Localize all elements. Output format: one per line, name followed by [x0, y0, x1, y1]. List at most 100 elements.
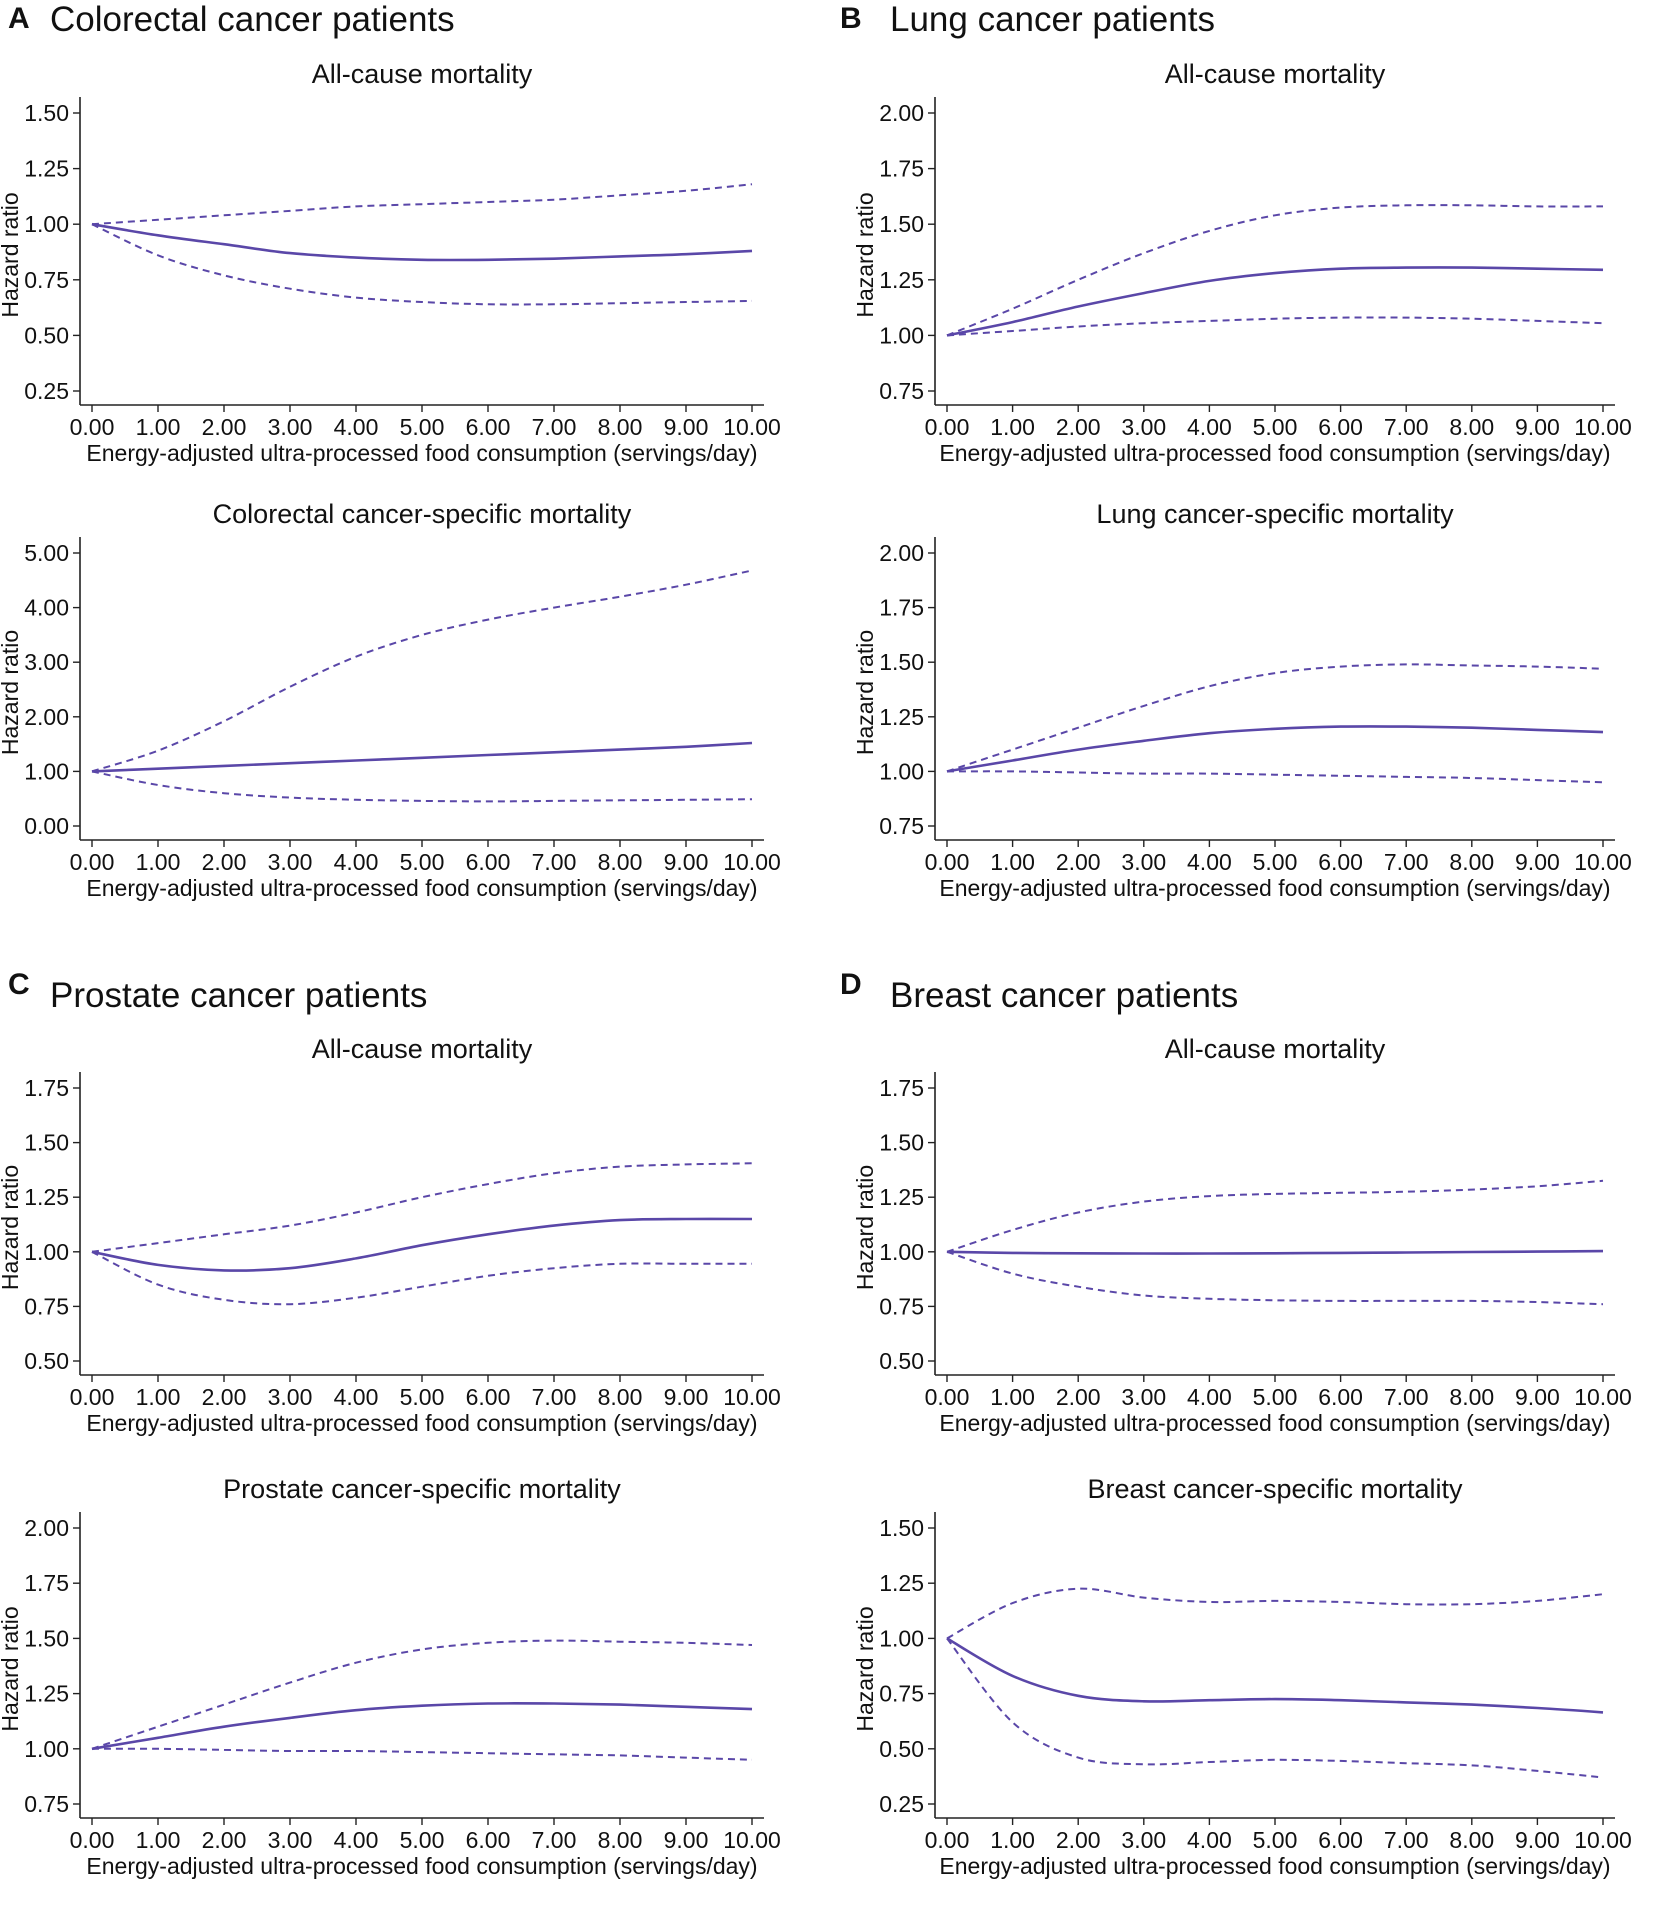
y-tick-label-d2: 1.00: [879, 1625, 924, 1651]
x-axis-title-b1: Energy-adjusted ultra-processed food con…: [939, 440, 1610, 466]
upper-ci-line-c1: [91, 1162, 753, 1253]
chart-title-b1: All-cause mortality: [1165, 59, 1386, 89]
chart-b1: All-cause mortality 0.75 1.00 1.25 1.50 1.75 2…: [852, 59, 1632, 466]
y-tick-label-a1: 0.50: [24, 322, 69, 348]
x-tick-label-a1: 10.00: [723, 414, 781, 440]
y-tick-label-d2: 1.25: [879, 1570, 924, 1596]
x-tick-label-b1: 5.00: [1253, 414, 1298, 440]
chart-d1: All-cause mortality 0.50 0.75 1.00 1.25 1.50 1…: [852, 1034, 1632, 1436]
x-tick-label-b2: 5.00: [1253, 849, 1298, 875]
x-tick-label-a2: 10.00: [723, 849, 781, 875]
x-tick-label-c1: 1.00: [136, 1384, 181, 1410]
x-tick-label-a2: 2.00: [202, 849, 247, 875]
hazard-ratio-line-d2: [946, 1637, 1604, 1714]
y-tick-label-a1: 1.50: [24, 100, 69, 126]
chart-c2: Prostate cancer-specific mortality 0.75 1.…: [0, 1474, 781, 1879]
panel-title-d: Breast cancer patients: [890, 976, 1239, 1015]
y-tick-label-a2: 1.00: [24, 758, 69, 784]
lower-ci-line-c1: [91, 1250, 752, 1306]
x-axis-title-d2: Energy-adjusted ultra-processed food con…: [939, 1853, 1610, 1879]
y-tick-label-b2: 2.00: [879, 540, 924, 566]
x-tick-label-a1: 8.00: [598, 414, 643, 440]
x-axis-title-c2: Energy-adjusted ultra-processed food con…: [86, 1853, 757, 1879]
y-axis-title-d1: Hazard ratio: [852, 1165, 878, 1290]
hazard-ratio-line-c2: [91, 1702, 753, 1751]
x-tick-label-d1: 1.00: [990, 1384, 1035, 1410]
y-tick-label-b2: 1.00: [879, 758, 924, 784]
x-tick-label-d2: 0.00: [925, 1827, 970, 1853]
chart-title-d1: All-cause mortality: [1165, 1034, 1386, 1064]
y-tick-label-b1: 1.50: [879, 211, 924, 237]
x-axis-title-a2: Energy-adjusted ultra-processed food con…: [86, 875, 757, 901]
x-tick-label-a2: 1.00: [136, 849, 181, 875]
y-tick-label-b2: 1.25: [879, 704, 924, 730]
x-tick-label-a1: 1.00: [136, 414, 181, 440]
y-tick-label-c2: 1.75: [24, 1570, 69, 1596]
x-tick-label-d1: 5.00: [1253, 1384, 1298, 1410]
y-tick-label-d2: 0.75: [879, 1681, 924, 1707]
y-tick-label-b2: 1.75: [879, 595, 924, 621]
x-tick-label-c2: 4.00: [334, 1827, 379, 1853]
x-tick-label-c2: 3.00: [268, 1827, 313, 1853]
chart-title-a2: Colorectal cancer-specific mortality: [213, 499, 632, 529]
x-tick-label-a2: 5.00: [400, 849, 445, 875]
x-tick-label-b2: 0.00: [925, 849, 970, 875]
x-tick-label-a2: 0.00: [70, 849, 115, 875]
y-tick-label-d1: 1.00: [879, 1239, 924, 1265]
chart-title-c2: Prostate cancer-specific mortality: [223, 1474, 621, 1504]
lower-ci-line-a1: [91, 223, 753, 306]
y-tick-label-d2: 1.50: [879, 1515, 924, 1541]
panel-letter-d: D: [840, 968, 862, 1001]
y-tick-label-b1: 1.00: [879, 322, 924, 348]
panel-letter-a: A: [8, 2, 30, 35]
lower-ci-line-c2: [91, 1747, 753, 1761]
y-tick-label-c2: 1.00: [24, 1736, 69, 1762]
y-tick-label-c2: 2.00: [24, 1515, 69, 1541]
x-tick-label-c1: 4.00: [334, 1384, 379, 1410]
x-tick-label-c1: 6.00: [466, 1384, 511, 1410]
x-axis-title-d1: Energy-adjusted ultra-processed food con…: [939, 1410, 1610, 1436]
x-tick-label-b1: 0.00: [925, 414, 970, 440]
x-tick-label-c1: 3.00: [268, 1384, 313, 1410]
x-tick-label-a1: 2.00: [202, 414, 247, 440]
x-axis-title-a1: Energy-adjusted ultra-processed food con…: [86, 440, 757, 466]
x-tick-label-c1: 0.00: [70, 1384, 115, 1410]
y-tick-label-a1: 0.75: [24, 267, 69, 293]
lower-ci-line-d1: [946, 1250, 1604, 1306]
x-tick-label-d2: 8.00: [1449, 1827, 1494, 1853]
lower-ci-line-b1: [946, 316, 1604, 337]
x-axis-title-b2: Energy-adjusted ultra-processed food con…: [939, 875, 1610, 901]
x-tick-label-c2: 8.00: [598, 1827, 643, 1853]
y-tick-label-c2: 1.25: [24, 1681, 69, 1707]
x-tick-label-b1: 9.00: [1515, 414, 1560, 440]
hazard-ratio-line-c1: [91, 1217, 753, 1272]
x-tick-label-d2: 1.00: [990, 1827, 1035, 1853]
chart-title-c1: All-cause mortality: [312, 1034, 533, 1064]
x-tick-label-a1: 3.00: [268, 414, 313, 440]
y-tick-label-b2: 1.50: [879, 649, 924, 675]
y-axis-title-b1: Hazard ratio: [852, 192, 878, 317]
lower-ci-line-a2: [91, 770, 753, 803]
y-axis-title-a2: Hazard ratio: [0, 630, 23, 755]
y-tick-label-c1: 1.25: [24, 1184, 69, 1210]
y-tick-label-d2: 0.50: [879, 1736, 924, 1762]
x-tick-label-d1: 3.00: [1121, 1384, 1166, 1410]
chart-title-d2: Breast cancer-specific mortality: [1087, 1474, 1463, 1504]
x-tick-label-a2: 4.00: [334, 849, 379, 875]
x-tick-label-c2: 2.00: [202, 1827, 247, 1853]
x-tick-label-c1: 9.00: [664, 1384, 709, 1410]
x-tick-label-d2: 5.00: [1253, 1827, 1298, 1853]
x-tick-label-d1: 7.00: [1384, 1384, 1429, 1410]
y-tick-label-d1: 1.25: [879, 1184, 924, 1210]
x-tick-label-a2: 6.00: [466, 849, 511, 875]
panel-title-c: Prostate cancer patients: [50, 976, 428, 1015]
upper-ci-line-b2: [946, 663, 1604, 773]
chart-b2: Lung cancer-specific mortality 0.75 1.00 1.…: [852, 499, 1632, 901]
y-tick-label-c1: 1.50: [24, 1130, 69, 1156]
x-tick-label-a2: 7.00: [532, 849, 577, 875]
x-tick-label-c2: 9.00: [664, 1827, 709, 1853]
x-tick-label-d2: 10.00: [1574, 1827, 1632, 1853]
y-axis-title-d2: Hazard ratio: [852, 1606, 878, 1731]
y-tick-label-d1: 0.75: [879, 1293, 924, 1319]
